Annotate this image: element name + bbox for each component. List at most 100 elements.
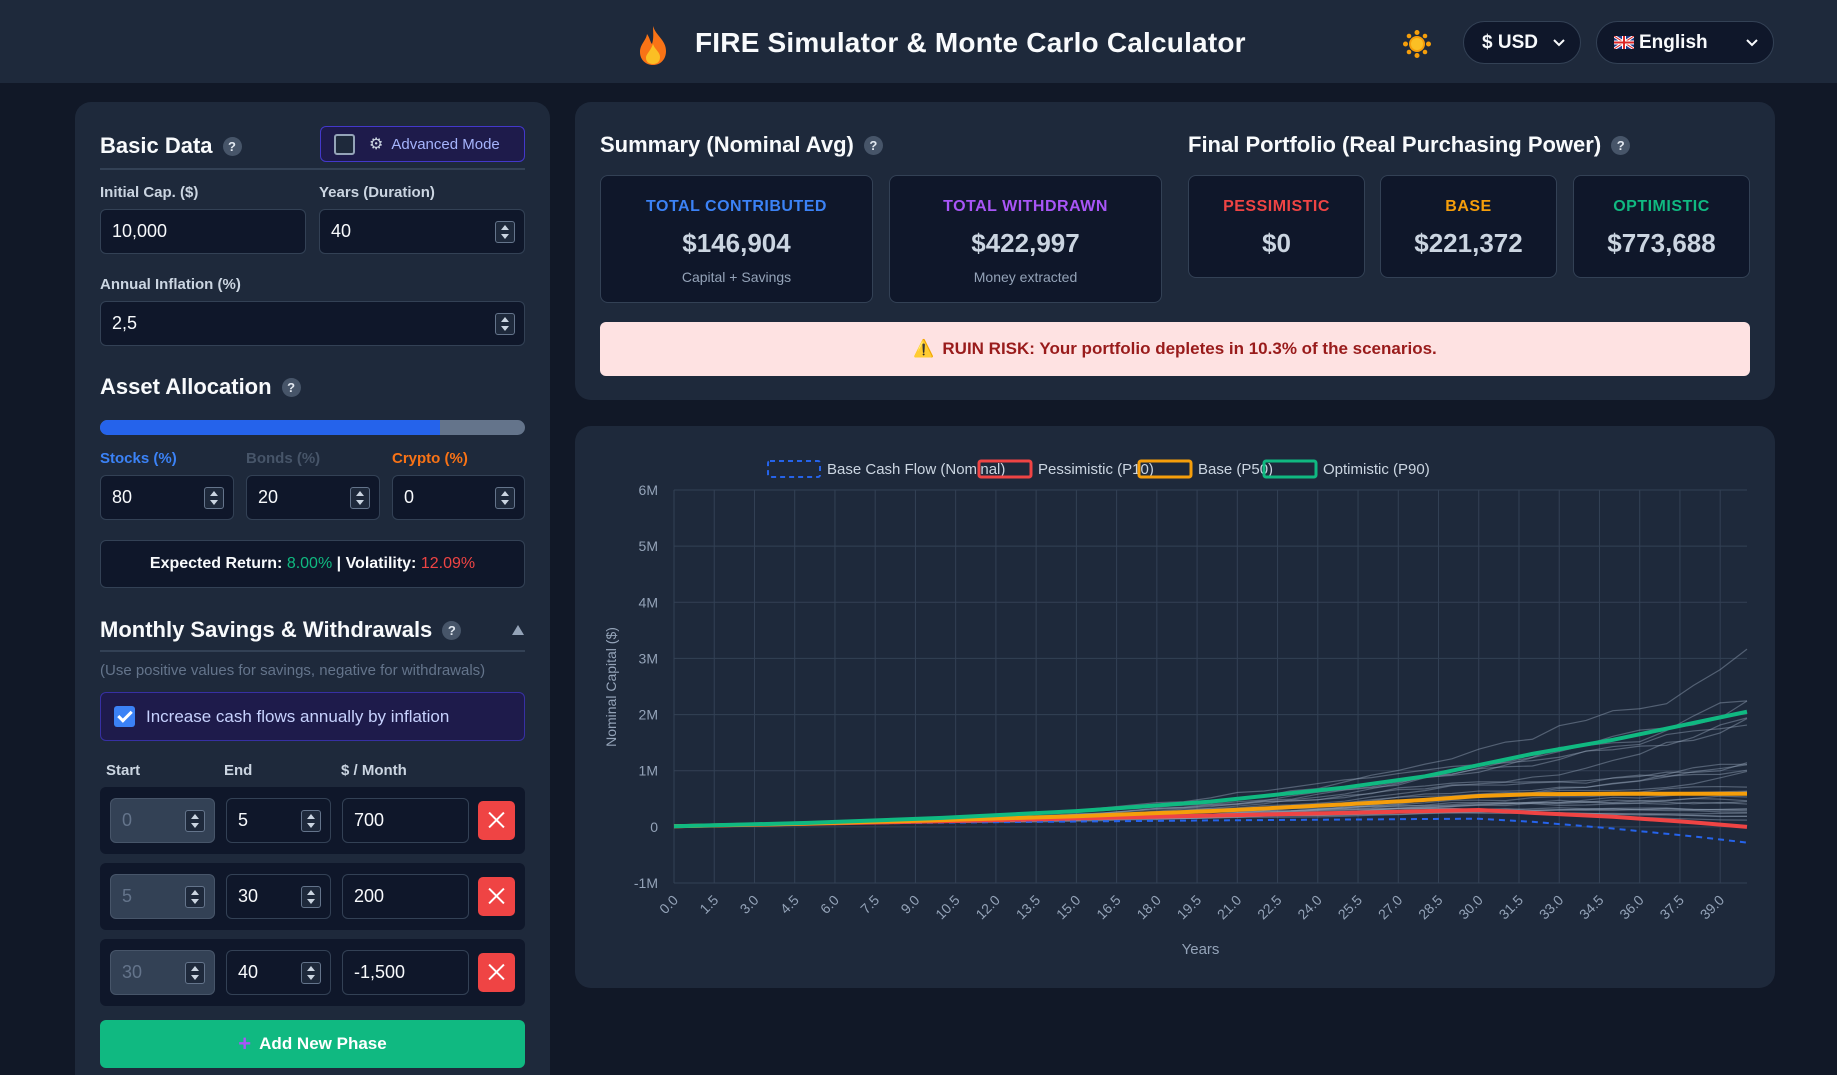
inflation-input[interactable]: 2,5 (100, 301, 525, 346)
delete-phase-button[interactable] (478, 953, 515, 992)
years-value: 40 (331, 221, 352, 241)
x-tick-label: 31.5 (1496, 892, 1527, 923)
allocation-title: Asset Allocation (100, 374, 272, 399)
phase-amount-input[interactable]: -1,500 (342, 950, 469, 995)
advanced-mode-checkbox[interactable] (334, 133, 355, 155)
total-withdrawn-value: $422,997 (971, 228, 1080, 258)
initial-capital-value: 10,000 (112, 221, 168, 241)
x-tick-label: 27.0 (1375, 892, 1406, 923)
initial-capital-input[interactable]: 10,000 (100, 209, 306, 254)
phase-start-input: 0 (110, 798, 215, 843)
x-tick-label: 10.5 (932, 892, 963, 923)
legend-swatch (767, 460, 821, 478)
currency-select-value: $ USD (1482, 31, 1538, 53)
app-title: FIRE Simulator & Monte Carlo Calculator (695, 27, 1246, 58)
chevron-down-icon (1746, 39, 1758, 47)
delete-phase-button[interactable] (478, 801, 515, 840)
savings-heading: Monthly Savings & Withdrawals? (100, 617, 462, 643)
help-icon[interactable]: ? (863, 136, 883, 155)
x-tick-label: 6.0 (817, 892, 842, 917)
inflation-cashflow-checkbox[interactable] (114, 706, 135, 727)
x-tick-label: 36.0 (1616, 892, 1647, 923)
collapse-icon[interactable] (511, 624, 525, 636)
stocks-stepper[interactable] (204, 487, 224, 509)
years-stepper[interactable] (495, 221, 515, 243)
years-input[interactable]: 40 (319, 209, 525, 254)
savings-hint: (Use positive values for savings, negati… (100, 662, 486, 679)
return-label: Expected Return: (149, 555, 283, 572)
x-tick-label: 16.5 (1093, 892, 1124, 923)
base-label: BASE (1445, 198, 1492, 215)
ruin-risk-alert: ⚠️ RUIN RISK: Your portfolio depletes in… (600, 322, 1750, 376)
phase-start-input: 30 (110, 950, 215, 995)
phase-end: 40 (238, 962, 259, 982)
final-portfolio-title: Final Portfolio (Real Purchasing Power) (1188, 132, 1602, 157)
advanced-mode-toggle[interactable]: ⚙ Advanced Mode (320, 126, 525, 162)
currency-select[interactable]: $ USD (1463, 21, 1581, 64)
phase-end-stepper[interactable] (301, 810, 321, 832)
base-value: $221,372 (1414, 228, 1523, 258)
y-tick-label: 1M (639, 763, 658, 779)
x-tick-label: 33.0 (1536, 892, 1567, 923)
legend-label: Base Cash Flow (Nominal) (827, 461, 1005, 478)
x-tick-label: 30.0 (1455, 892, 1486, 923)
return-value: 8.00% (286, 555, 333, 572)
crypto-label: Crypto (%) (392, 450, 468, 467)
legend-label: Pessimistic (P10) (1038, 461, 1154, 478)
x-tick-label: 18.0 (1133, 892, 1164, 923)
x-axis-label: Years (1182, 941, 1220, 958)
volatility-label: Volatility: (345, 555, 417, 572)
summary-heading: Summary (Nominal Avg)? (600, 132, 883, 158)
x-tick-label: 7.5 (857, 892, 882, 917)
allocation-heading: Asset Allocation? (100, 374, 301, 400)
language-select[interactable]: English (1596, 21, 1774, 64)
inflation-stepper[interactable] (495, 313, 515, 335)
phase-start-stepper (185, 962, 205, 984)
volatility-value: 12.09% (420, 555, 476, 572)
summary-title: Summary (Nominal Avg) (600, 132, 854, 157)
advanced-mode-label: Advanced Mode (391, 135, 500, 153)
crypto-stepper[interactable] (495, 487, 515, 509)
x-tick-label: 21.0 (1214, 892, 1245, 923)
crypto-input[interactable]: 0 (392, 475, 525, 520)
phase-row: 5 30 200 (100, 863, 525, 930)
ruin-risk-text: RUIN RISK: Your portfolio depletes in 10… (942, 339, 1437, 358)
phase-end-stepper[interactable] (301, 962, 321, 984)
phase-end-input[interactable]: 40 (226, 950, 331, 995)
x-tick-label: 0.0 (656, 892, 681, 917)
phase-end-stepper[interactable] (301, 886, 321, 908)
years-label: Years (Duration) (319, 184, 435, 201)
total-withdrawn-card: TOTAL WITHDRAWN $422,997 Money extracted (889, 175, 1162, 303)
stocks-input[interactable]: 80 (100, 475, 234, 520)
phase-end-input[interactable]: 5 (226, 798, 331, 843)
x-tick-label: 37.5 (1656, 892, 1687, 923)
y-tick-label: 2M (639, 707, 658, 723)
help-icon[interactable]: ? (1611, 136, 1631, 155)
x-tick-label: 24.0 (1294, 892, 1325, 923)
phase-start: 30 (122, 962, 143, 982)
stocks-value: 80 (112, 487, 133, 507)
total-withdrawn-sub: Money extracted (973, 269, 1078, 285)
input-sidebar: Basic Data? ⚙ Advanced Mode Initial Cap.… (75, 102, 550, 1075)
help-icon[interactable]: ? (442, 621, 462, 640)
x-tick-label: 1.5 (696, 892, 721, 917)
divider (100, 650, 525, 652)
inflation-cashflow-toggle[interactable]: Increase cash flows annually by inflatio… (100, 692, 525, 741)
bonds-stepper[interactable] (350, 487, 370, 509)
phase-amount-input[interactable]: 200 (342, 874, 469, 919)
delete-phase-button[interactable] (478, 877, 515, 916)
help-icon[interactable]: ? (222, 137, 242, 156)
legend-label: Base (P50) (1198, 461, 1273, 478)
legend-label: Optimistic (P90) (1323, 461, 1430, 478)
phase-end-input[interactable]: 30 (226, 874, 331, 919)
y-axis-label: Nominal Capital ($) (603, 627, 619, 747)
phase-start-stepper (185, 886, 205, 908)
x-tick-label: 34.5 (1576, 892, 1607, 923)
x-tick-label: 13.5 (1013, 892, 1044, 923)
phase-amount-input[interactable]: 700 (342, 798, 469, 843)
sun-icon[interactable] (1402, 29, 1432, 59)
add-phase-label: Add New Phase (259, 1034, 387, 1053)
bonds-input[interactable]: 20 (246, 475, 380, 520)
help-icon[interactable]: ? (281, 378, 301, 397)
add-phase-button[interactable]: + Add New Phase (100, 1020, 525, 1068)
